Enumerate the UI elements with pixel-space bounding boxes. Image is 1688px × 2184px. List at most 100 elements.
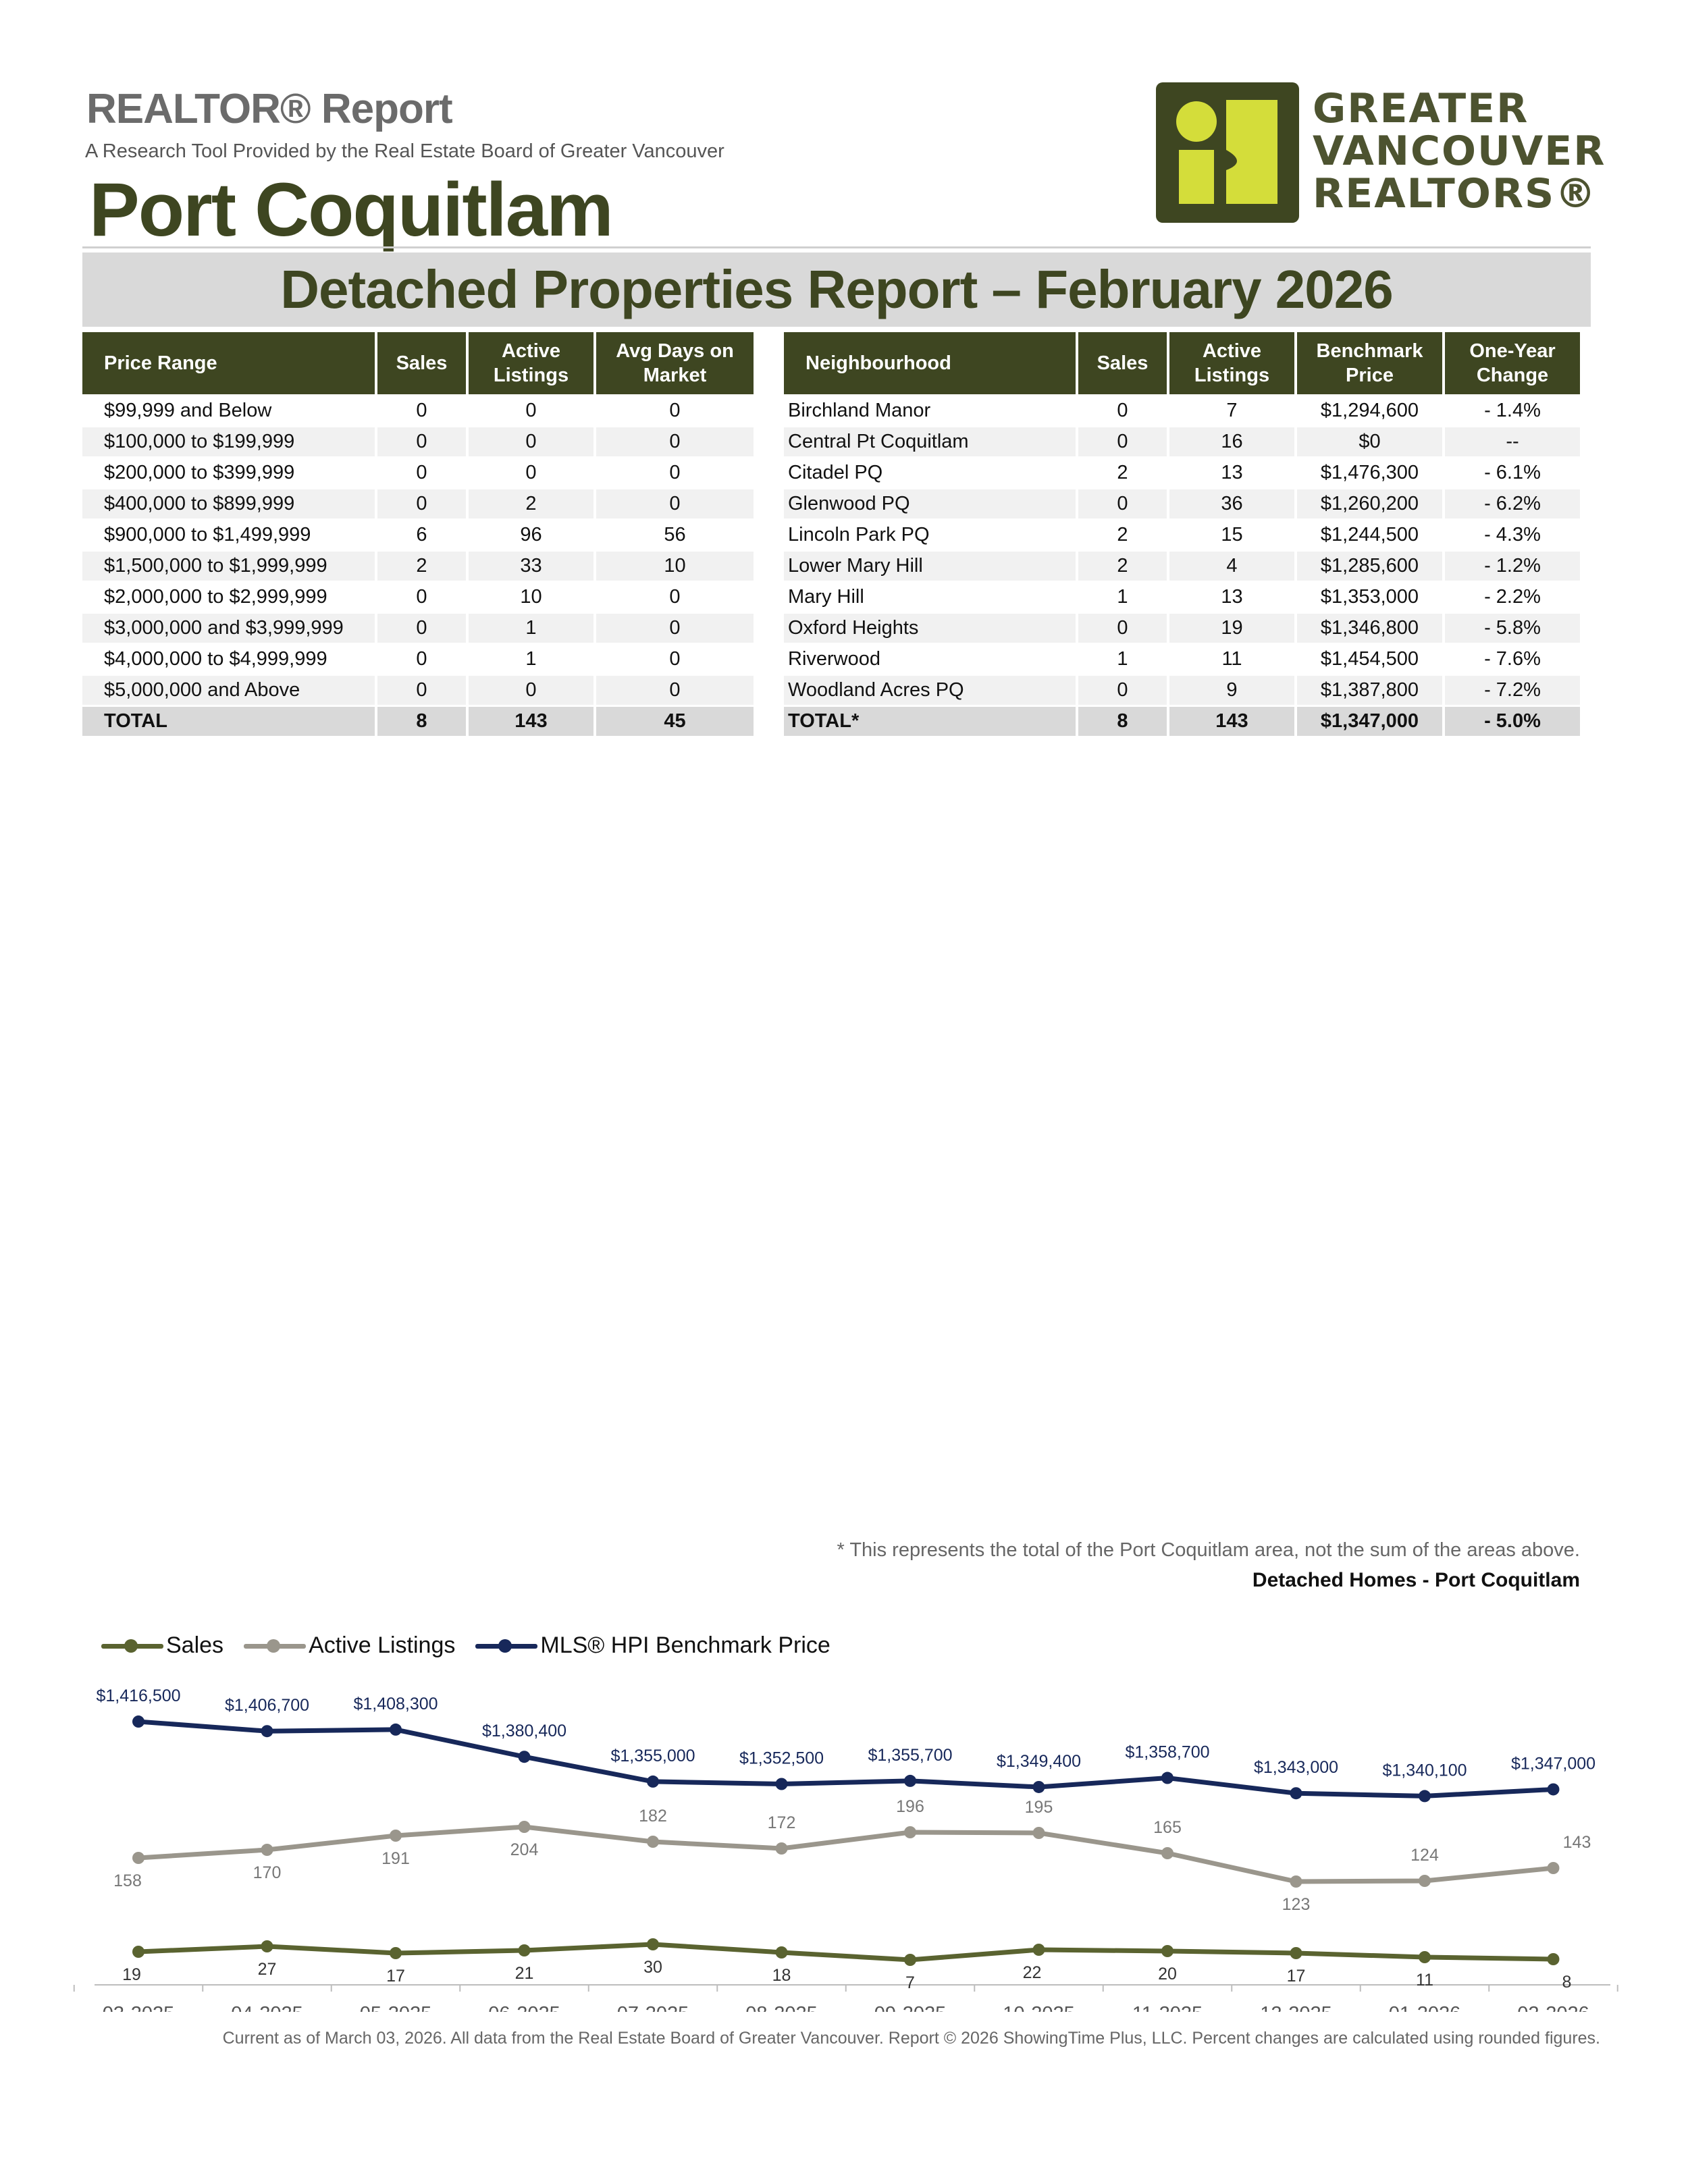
chart-title: Detached Homes - Port Coquitlam (1252, 1569, 1580, 1591)
x-tick-label: 01-2026 (1389, 2003, 1460, 2012)
city-name: Port Coquitlam (89, 167, 614, 252)
cell-range: $1,500,000 to $1,999,999 (82, 552, 375, 581)
data-point-hpi (1290, 1787, 1302, 1800)
data-point-hpi (904, 1774, 916, 1787)
cell-days: 0 (669, 462, 681, 483)
price-row: $1,500,000 to $1,999,999 2 33 10 (82, 552, 754, 581)
data-label-sales: 19 (122, 1965, 141, 1984)
x-tick-label: 09-2025 (874, 2003, 946, 2012)
data-label-active: 124 (1410, 1846, 1439, 1865)
neighbourhood-row: Glenwood PQ 0 36 $1,260,200- 6.2% (784, 489, 1580, 518)
data-point-active (1161, 1847, 1173, 1859)
data-point-active (390, 1830, 402, 1842)
cell-name: TOTAL* (784, 707, 1076, 736)
cell-active: 143 (469, 707, 594, 736)
cell-sales: 0 (377, 676, 466, 705)
data-label-hpi: $1,343,000 (1254, 1758, 1338, 1777)
cell-price: $1,353,000 (1320, 586, 1419, 608)
cell-sales: 0 (1078, 489, 1167, 518)
cell-active: 1 (469, 614, 594, 643)
x-tick-label: 05-2025 (360, 2003, 431, 2012)
price-row: $900,000 to $1,499,999 6 96 56 (82, 521, 754, 550)
data-point-hpi (1161, 1772, 1173, 1784)
legend-hpi-swatch (475, 1636, 538, 1656)
cell-sales: 0 (1078, 614, 1167, 643)
x-tick-label: 10-2025 (1003, 2003, 1074, 2012)
cell-sales: 0 (1078, 676, 1167, 705)
cell-active: 13 (1221, 462, 1243, 483)
cell-active: 1 (525, 648, 537, 670)
legend-hpi-label: MLS® HPI Benchmark Price (540, 1632, 830, 1658)
cell-sales: 1 (1117, 586, 1128, 608)
cell-change: - 1.4% (1484, 400, 1541, 421)
cell-days: 0 (669, 586, 681, 608)
data-point-hpi (261, 1725, 273, 1738)
data-label-hpi: $1,349,400 (997, 1752, 1081, 1771)
logo-mark-shapes (1176, 100, 1277, 204)
col-active-listings: Active Listings (1169, 332, 1294, 394)
x-tick-label: 03-2025 (103, 2003, 174, 2012)
col-sales: Sales (377, 332, 466, 394)
data-point-sales (904, 1954, 916, 1966)
data-label-hpi: $1,347,000 (1511, 1754, 1595, 1773)
cell-active: 16 (1169, 427, 1294, 456)
cell-sales: 2 (1117, 462, 1128, 483)
cell-sales: 0 (416, 586, 427, 608)
data-label-active: 165 (1153, 1818, 1182, 1837)
cell-change: - 2.2% (1484, 586, 1541, 608)
legend-hpi: MLS® HPI Benchmark Price (475, 1632, 830, 1659)
brand-logo: GREATER VANCOUVER REALTORS® (1156, 82, 1604, 224)
cell-sales: 2 (1117, 524, 1128, 545)
total-footnote: * This represents the total of the Port … (837, 1539, 1580, 1561)
neighbourhood-row: Citadel PQ 2 13 $1,476,300 - 6.1% (784, 458, 1580, 487)
col-active-listings: Active Listings (469, 332, 594, 394)
report-title: Detached Properties Report – February 20… (280, 259, 1394, 319)
cell-active: 143 (1169, 707, 1294, 736)
data-point-active (647, 1836, 659, 1848)
cell-days: 0 (596, 489, 754, 518)
cell-range: $100,000 to $199,999 (82, 427, 375, 456)
data-point-active (775, 1842, 788, 1855)
cell-range: $900,000 to $1,499,999 (104, 524, 311, 545)
data-point-sales (1290, 1947, 1302, 1959)
col-price-range: Price Range (82, 332, 375, 394)
price-row: $200,000 to $399,999 0 0 0 (82, 458, 754, 487)
price-range-table: Price Range Sales Active Listings Avg Da… (80, 330, 756, 738)
cell-days: 0 (596, 676, 754, 705)
cell-sales: 1 (1117, 648, 1128, 670)
cell-active: 0 (525, 400, 537, 421)
title-band: Detached Properties Report – February 20… (82, 252, 1591, 327)
cell-name: Central Pt Coquitlam (784, 427, 1076, 456)
cell-change: - 1.2% (1445, 552, 1580, 581)
report-label: REALTOR® Report (86, 86, 453, 132)
cell-days: 0 (596, 427, 754, 456)
data-point-hpi (1419, 1790, 1431, 1803)
cell-change: - 5.0% (1445, 707, 1580, 736)
cell-sales: 2 (1078, 552, 1167, 581)
data-label-sales: 7 (905, 1973, 915, 1992)
cell-active: 0 (469, 676, 594, 705)
x-tick-label: 08-2025 (745, 2003, 817, 2012)
data-point-hpi (518, 1751, 531, 1763)
data-point-hpi (1547, 1783, 1560, 1796)
x-tick-label: 12-2025 (1260, 2003, 1331, 2012)
cell-active: 13 (1221, 586, 1243, 608)
data-label-hpi: $1,352,500 (739, 1749, 824, 1768)
cell-active: 0 (525, 462, 537, 483)
cell-price: $1,285,600 (1297, 552, 1442, 581)
cell-days: 56 (664, 524, 686, 545)
cell-active: 2 (469, 489, 594, 518)
cell-range: $5,000,000 and Above (82, 676, 375, 705)
logo-line-2: VANCOUVER (1313, 128, 1606, 175)
data-label-hpi: $1,355,000 (610, 1747, 695, 1765)
cell-price: $1,454,500 (1320, 648, 1419, 670)
data-point-sales (261, 1940, 273, 1952)
data-point-sales (775, 1946, 788, 1959)
report-subtitle: A Research Tool Provided by the Real Est… (85, 140, 724, 162)
cell-price: $1,260,200 (1297, 489, 1442, 518)
data-point-active (1290, 1875, 1302, 1888)
logo-line-3: REALTORS® (1313, 170, 1598, 217)
data-label-active: 182 (639, 1807, 667, 1826)
cell-change: - 5.8% (1445, 614, 1580, 643)
data-point-hpi (1032, 1780, 1045, 1793)
